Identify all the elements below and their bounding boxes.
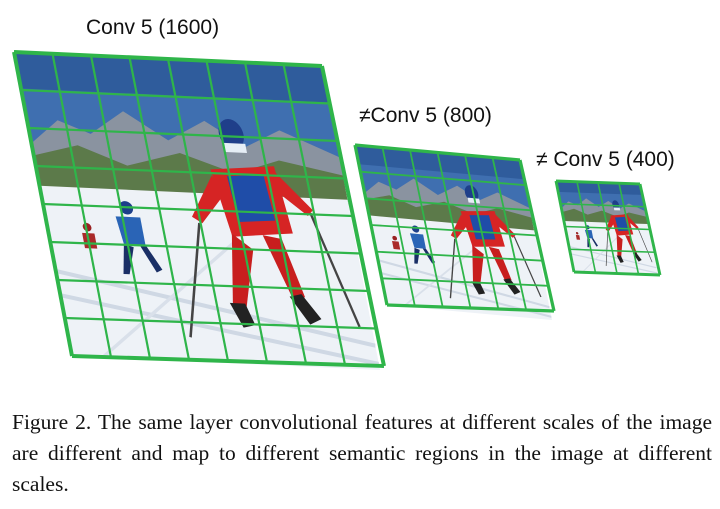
- feature-grid-large: [12, 50, 386, 368]
- figure-illustration: [0, 0, 662, 400]
- grid-line-v: [282, 64, 347, 365]
- feature-grid-small: [554, 179, 662, 277]
- grid-line-h: [569, 248, 656, 254]
- grid-line-h: [64, 316, 377, 330]
- grid-line-v: [518, 159, 556, 312]
- photo-panel-large: [12, 50, 386, 370]
- photo-panel-medium: [353, 143, 556, 322]
- grid-line-h: [573, 270, 661, 277]
- panel-label-large: Conv 5 (1600): [86, 16, 220, 39]
- grid-line-v: [243, 62, 308, 364]
- photo-panel-small: [554, 179, 662, 277]
- grid-line-v: [205, 60, 269, 363]
- grid-line-v: [618, 183, 640, 275]
- grid-line-h: [386, 303, 555, 313]
- grid-line-v: [491, 157, 528, 311]
- grid-line-h: [71, 354, 385, 368]
- grid-line-h: [57, 278, 369, 293]
- panel-label-medium: ≠Conv 5 (800): [359, 104, 492, 127]
- grid-line-h: [50, 240, 361, 255]
- figure-caption: Figure 2. The same layer convolutional f…: [12, 410, 712, 496]
- panel-label-small: ≠ Conv 5 (400): [536, 148, 675, 171]
- grid-line-v: [166, 58, 230, 362]
- grid-line-v: [597, 182, 618, 274]
- feature-grid-medium: [353, 143, 556, 313]
- grid-line-v: [320, 65, 386, 367]
- grid-line-v: [638, 183, 662, 276]
